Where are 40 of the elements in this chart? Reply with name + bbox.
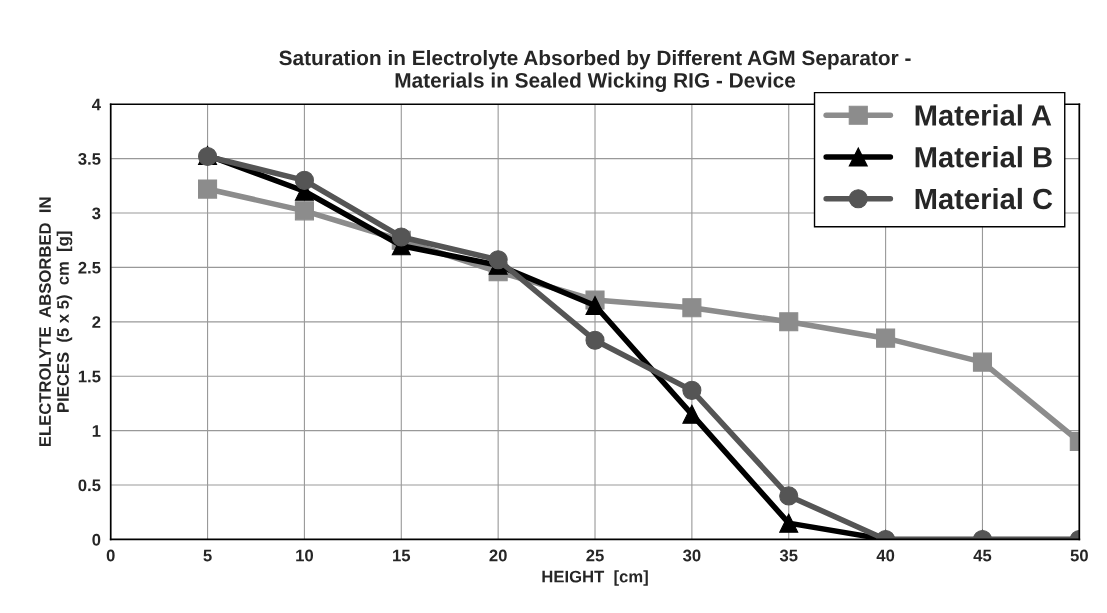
y-tick-label: 0 (92, 533, 101, 546)
point (779, 486, 799, 506)
x-tick-label: 20 (489, 549, 507, 562)
point (876, 328, 896, 348)
legend-label: Material C (915, 187, 1053, 210)
point (779, 513, 799, 533)
point (682, 380, 702, 400)
point (682, 298, 702, 318)
x-tick-label: 15 (393, 549, 411, 562)
point (294, 201, 314, 221)
y-axis-title: ELECTROLYTE ABSORBED IN PIECES (5 x 5) cm [g] (39, 197, 73, 447)
point (682, 404, 702, 424)
x-tick-label: 0 (106, 549, 115, 562)
chart-title: Saturation in Electrolyte Absorbed by Different AGM Separator - Materials in Sealed Wicking RIG - Device (279, 50, 911, 92)
x-tick-label: 45 (973, 549, 992, 562)
x-axis-title: HEIGHT [cm] (542, 570, 648, 586)
x-tick-label: 50 (1070, 549, 1088, 562)
x-tick-label: 35 (779, 549, 798, 562)
point (488, 250, 508, 270)
y-tick-label: 1 (92, 425, 101, 437)
point (585, 330, 605, 350)
y-tick-label: 0.5 (78, 479, 101, 492)
y-tick-label: 3.5 (78, 153, 101, 165)
legend-label: Material B (915, 146, 1052, 168)
y-tick-label: 2 (92, 316, 101, 328)
x-tick-label: 40 (876, 549, 895, 562)
x-tick-label: 25 (586, 549, 604, 562)
point (972, 352, 993, 372)
y-tick-label: 3 (92, 207, 101, 220)
y-tick-label: 1.5 (78, 370, 101, 383)
y-tick-label: 4 (91, 98, 101, 111)
y-tick-label: 2.5 (78, 261, 101, 274)
legend-label: Material A (915, 104, 1052, 126)
point (294, 170, 314, 190)
point (779, 312, 799, 332)
x-tick-label: 30 (682, 549, 701, 562)
x-tick-label: 10 (296, 549, 314, 562)
point (198, 179, 218, 199)
point (585, 295, 605, 316)
x-tick-label: 5 (203, 549, 212, 562)
